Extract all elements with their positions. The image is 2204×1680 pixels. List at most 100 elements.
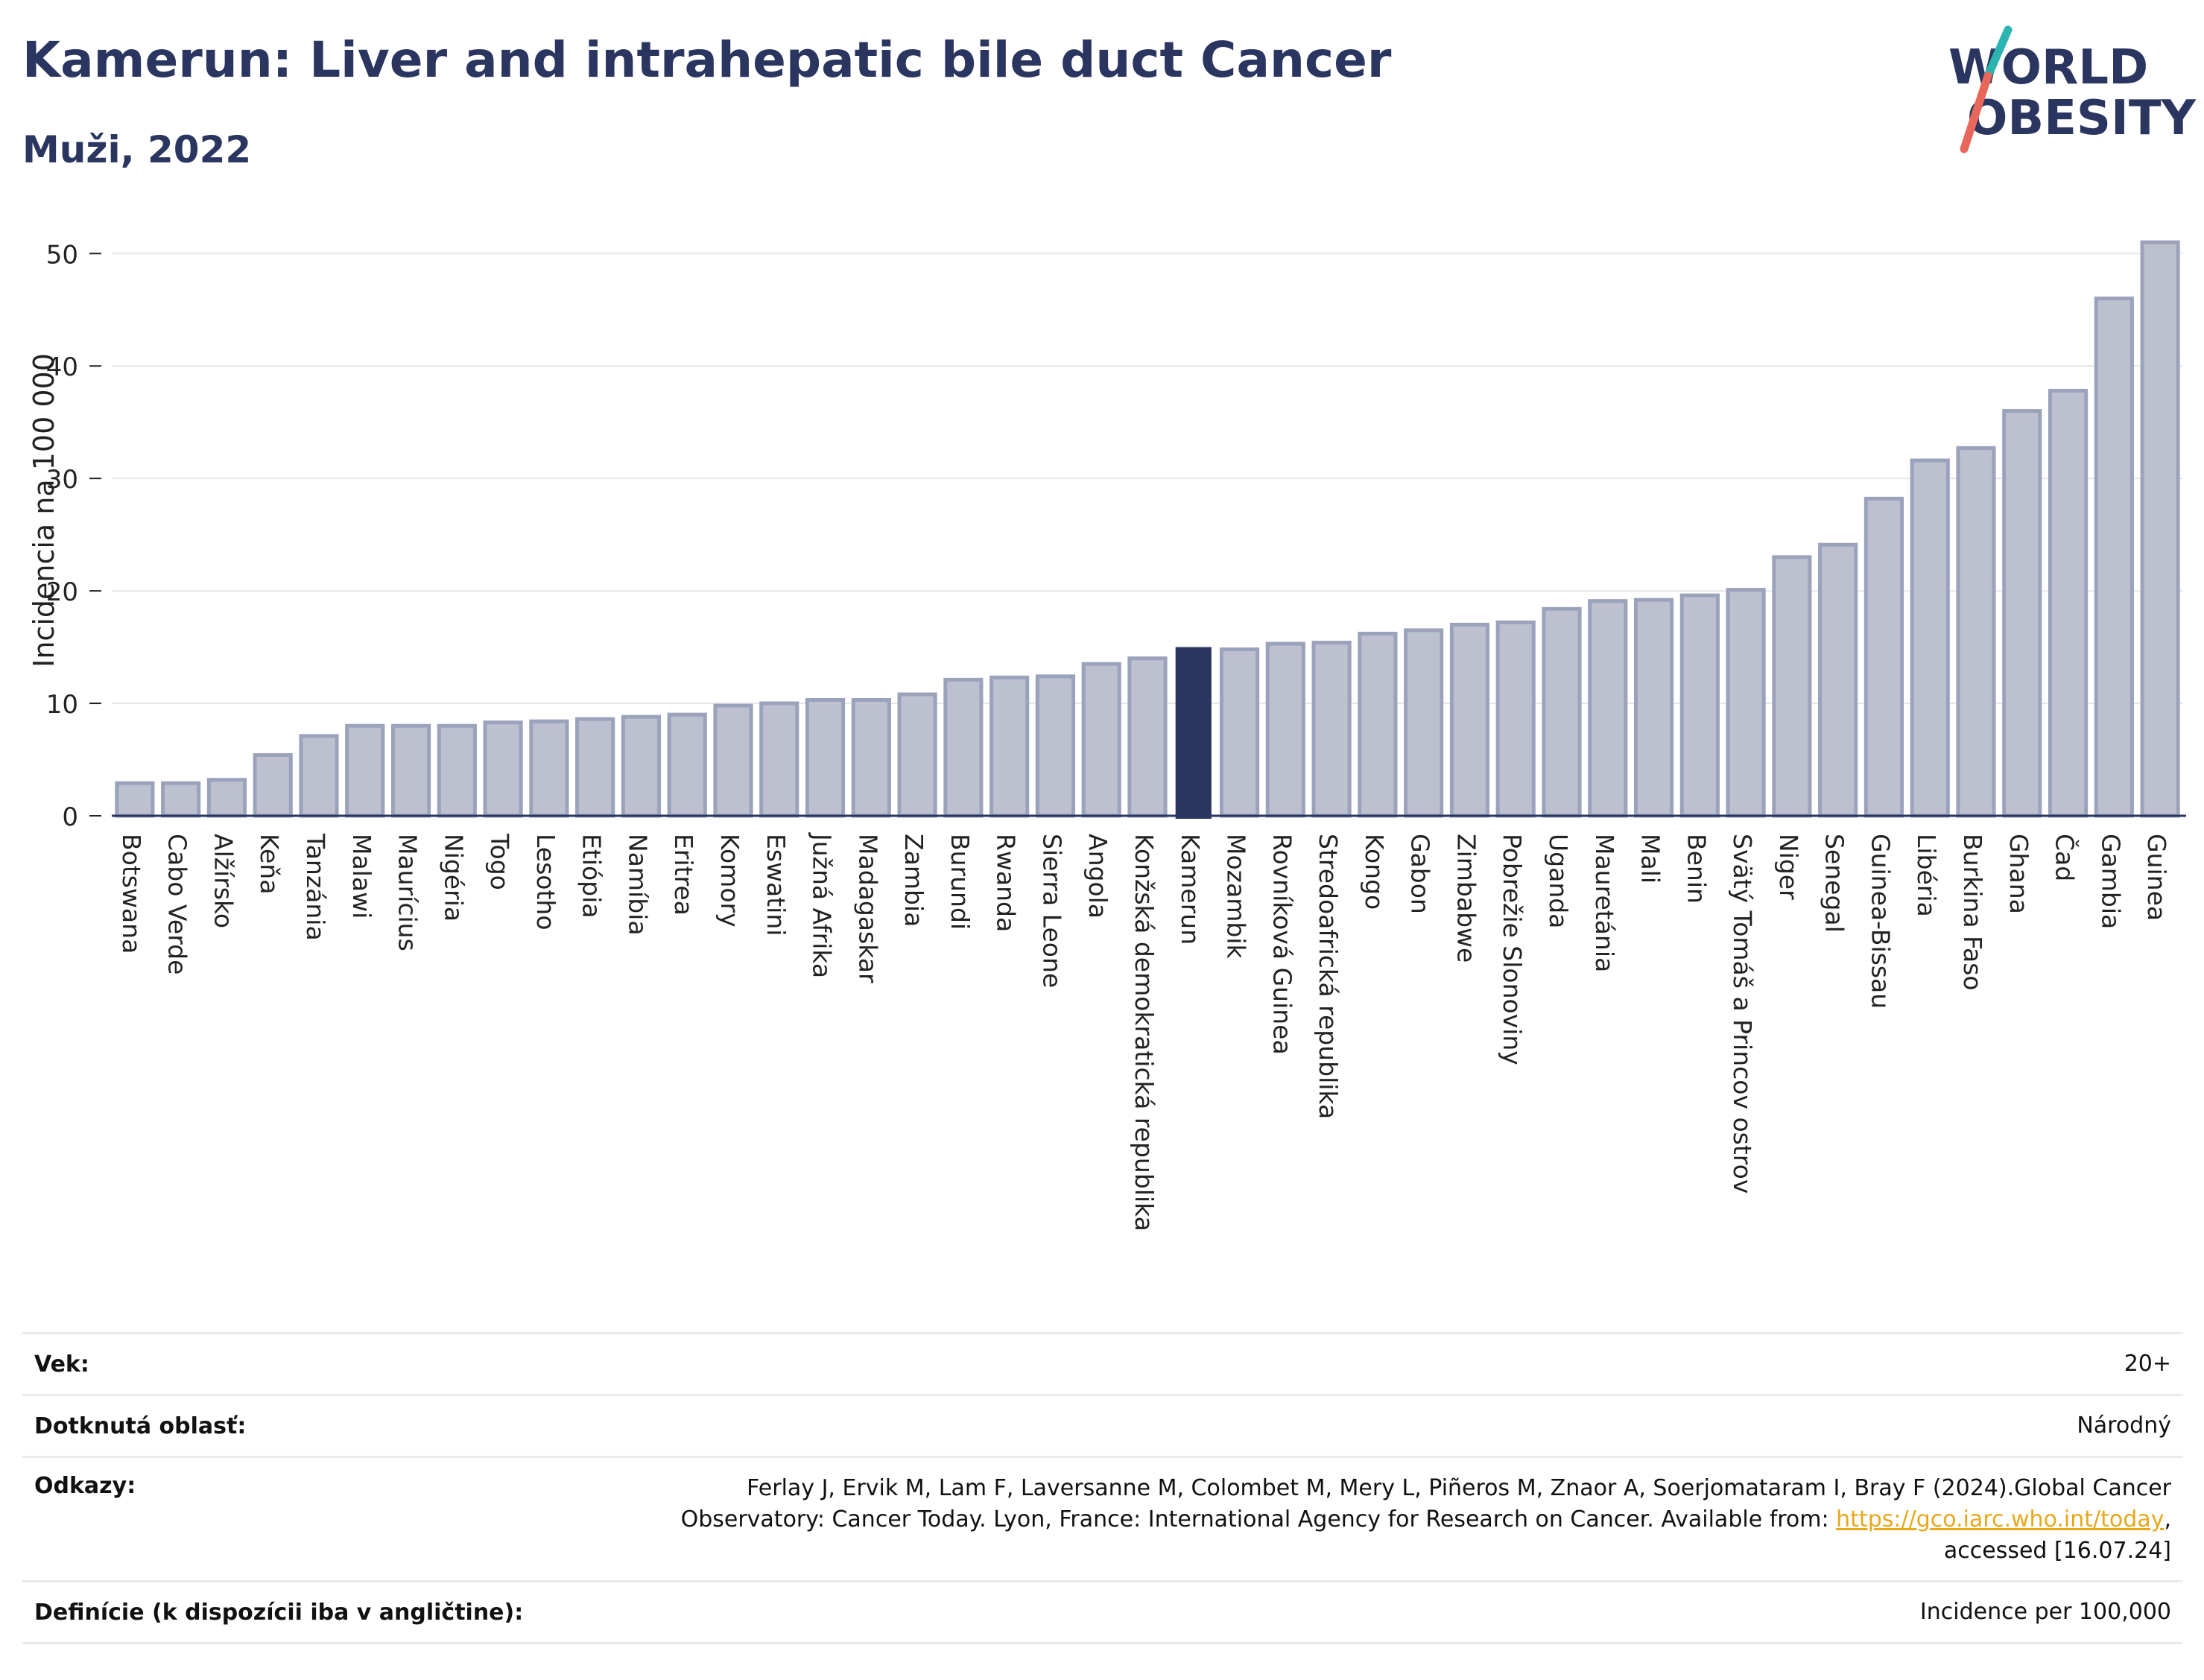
- bar-Cabo Verde: [161, 781, 201, 818]
- x-tick-label: Sierra Leone: [1037, 834, 1066, 988]
- references-value: Ferlay J, Ervik M, Lam F, Laversanne M, …: [680, 1475, 2171, 1564]
- chart-subtitle: Muži, 2022: [22, 128, 252, 171]
- x-tick-label: Stredoafrická republika: [1314, 834, 1343, 1119]
- bar-Libéria: [1910, 458, 1950, 818]
- world-obesity-logo: WORLD OBESITY: [1948, 25, 2196, 153]
- x-tick-label: Maurícius: [393, 834, 422, 951]
- logo-text-world: WORLD: [1948, 40, 2148, 95]
- definitions-value: Incidence per 100,000: [1919, 1599, 2171, 1625]
- info-row-definitions: Definície (k dispozícii iba v angličtine…: [22, 1580, 2183, 1644]
- bar-Uganda: [1542, 606, 1582, 818]
- bar-Angola: [1081, 662, 1121, 818]
- bar-Komory: [713, 703, 753, 818]
- definitions-label: Definície (k dispozícii iba v angličtine…: [34, 1599, 524, 1626]
- x-tick-label: Benin: [1682, 834, 1711, 904]
- y-tick-label: 0: [62, 802, 78, 832]
- x-tick-label: Južná Afrika: [808, 832, 837, 978]
- x-tick-label: Rwanda: [992, 834, 1021, 932]
- bar-Niger: [1772, 555, 1812, 818]
- x-tick-label: Madagaskar: [853, 834, 882, 983]
- info-row-references: Odkazy: Ferlay J, Ervik M, Lam F, Lavers…: [22, 1456, 2183, 1580]
- x-tick-label: Komory: [715, 834, 744, 928]
- references-line1: Ferlay J, Ervik M, Lam F, Laversanne M, …: [747, 1475, 2171, 1501]
- x-tick-label: Guinea-Bissau: [1866, 834, 1895, 1009]
- x-tick-label: Angola: [1083, 834, 1112, 919]
- bar-Guinea: [2140, 240, 2180, 818]
- x-tick-label: Mauretánia: [1590, 834, 1619, 972]
- bar-Tanzánia: [299, 734, 339, 818]
- bar-Gabon: [1404, 628, 1444, 818]
- age-label: Vek:: [34, 1351, 89, 1378]
- bar-Senegal: [1818, 542, 1858, 818]
- bar-Mali: [1633, 597, 1674, 818]
- x-tick-label: Pobrežie Slonoviny: [1498, 834, 1527, 1065]
- logo-slash-teal: [1983, 25, 2013, 80]
- bar-Benin: [1679, 593, 1720, 818]
- bar-Madagaskar: [851, 698, 891, 818]
- bar-Zambia: [897, 692, 937, 818]
- bar-Guinea-Bissau: [1863, 496, 1904, 818]
- y-tick-label: 10: [46, 690, 78, 720]
- bar-Mozambik: [1219, 647, 1260, 818]
- x-tick-label: Senegal: [1820, 834, 1849, 933]
- bar-Lesotho: [529, 719, 569, 818]
- info-row-area: Dotknutá oblasť: Národný: [22, 1394, 2183, 1456]
- x-tick-label: Gabon: [1406, 834, 1435, 914]
- bar-Keňa: [253, 752, 293, 818]
- x-tick-label: Malawi: [347, 834, 376, 919]
- x-tick-label: Etiópia: [577, 834, 607, 919]
- y-axis-label: Incidencia na 100 000: [28, 353, 60, 668]
- x-tick-label: Niger: [1774, 834, 1803, 900]
- x-tick-label: Zambia: [899, 834, 928, 927]
- x-tick-label: Kongo: [1360, 834, 1389, 910]
- bar-Svätý Tomáš a Princov ostrov: [1726, 588, 1766, 818]
- bar-Ghana: [2002, 409, 2042, 818]
- bar-Maurícius: [390, 723, 431, 818]
- bar-Gambia: [2094, 297, 2134, 818]
- bar-Rwanda: [989, 675, 1030, 818]
- chart-title: Kamerun: Liver and intrahepatic bile duc…: [22, 31, 1392, 89]
- area-label: Dotknutá oblasť:: [34, 1413, 247, 1439]
- bar-Namíbia: [621, 714, 662, 818]
- x-tick-label: Tanzánia: [301, 833, 330, 941]
- y-tick-label: 40: [46, 352, 78, 382]
- x-tick-label: Mozambik: [1222, 834, 1251, 959]
- logo-text-obesity: OBESITY: [1967, 91, 2196, 146]
- x-tick-label: Čad: [2051, 834, 2080, 881]
- bar-Kamerun: [1175, 647, 1212, 819]
- bar-Konžská demokratická republika: [1127, 656, 1168, 818]
- x-tick-label: Zimbabwe: [1451, 834, 1481, 963]
- bar-Rovníková Guinea: [1265, 641, 1305, 818]
- age-value: 20+: [2124, 1351, 2171, 1377]
- bar-Burkina Faso: [1956, 446, 1996, 818]
- x-tick-label: Burkina Faso: [1958, 834, 1987, 991]
- references-line2: Observatory: Cancer Today. Lyon, France:…: [680, 1506, 1829, 1532]
- y-tick-label: 50: [46, 240, 78, 270]
- references-link[interactable]: https://gco.iarc.who.int/today: [1836, 1506, 2165, 1532]
- bar-Etiópia: [575, 717, 615, 818]
- bar-Burundi: [943, 677, 984, 818]
- x-tick-label: Alžírsko: [209, 834, 238, 928]
- x-tick-label: Cabo Verde: [163, 834, 192, 974]
- x-tick-label: Botswana: [117, 834, 146, 954]
- bar-Sierra Leone: [1035, 674, 1076, 818]
- bar-Malawi: [345, 723, 385, 818]
- area-value: Národný: [2077, 1413, 2171, 1439]
- bar-Eritrea: [667, 712, 707, 818]
- x-tick-label: Ghana: [2004, 834, 2033, 914]
- bar-Eswatini: [759, 701, 799, 818]
- bar-Kongo: [1358, 631, 1398, 818]
- logo-slash-red: [1960, 72, 1992, 153]
- x-tick-label: Svätý Tomáš a Princov ostrov: [1728, 834, 1757, 1194]
- bar-Mauretánia: [1588, 599, 1628, 818]
- y-tick-label: 30: [46, 465, 78, 495]
- x-tick-label: Guinea: [2142, 834, 2171, 921]
- x-tick-label: Nigéria: [439, 834, 468, 922]
- y-tick-label: 20: [46, 577, 78, 607]
- bar-Južná Afrika: [805, 698, 846, 818]
- x-tick-label: Konžská demokratická republika: [1130, 834, 1159, 1232]
- x-tick-label: Uganda: [1544, 834, 1573, 928]
- axes: 0 10 20 30 40 50: [46, 240, 2186, 832]
- x-tick-label: Namíbia: [623, 834, 652, 936]
- bar-Stredoafrická republika: [1311, 641, 1352, 818]
